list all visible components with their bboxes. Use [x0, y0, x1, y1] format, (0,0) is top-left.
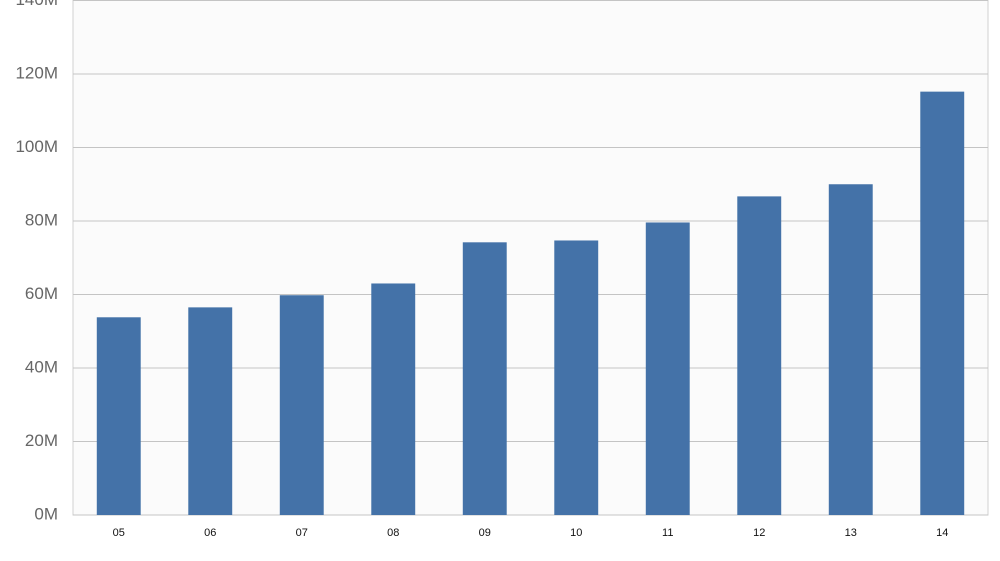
y-tick-label: 120M — [15, 63, 58, 82]
x-tick-label: 13 — [845, 527, 857, 539]
x-tick-label: 08 — [387, 527, 399, 539]
bar — [279, 295, 324, 515]
y-tick-label: 140M — [15, 0, 58, 9]
bar — [828, 184, 873, 515]
bar — [188, 307, 233, 515]
bar — [96, 317, 141, 515]
x-tick-label: 09 — [479, 527, 491, 539]
x-tick-label: 06 — [204, 527, 216, 539]
bar — [737, 196, 782, 515]
y-tick-label: 80M — [25, 210, 58, 229]
y-tick-label: 60M — [25, 284, 58, 303]
y-tick-label: 20M — [25, 431, 58, 450]
x-tick-label: 14 — [936, 527, 948, 539]
bar — [920, 91, 965, 515]
y-tick-label: 100M — [15, 137, 58, 156]
x-tick-label: 10 — [570, 527, 582, 539]
y-tick-label: 0M — [34, 504, 58, 523]
x-tick-label: 11 — [662, 527, 673, 539]
x-tick-label: 07 — [296, 527, 308, 539]
bar — [371, 283, 416, 515]
bar — [462, 242, 507, 515]
x-tick-label: 12 — [753, 527, 765, 539]
y-tick-label: 40M — [25, 357, 58, 376]
bar — [645, 222, 690, 515]
bar — [554, 240, 599, 516]
x-tick-label: 05 — [113, 527, 125, 539]
